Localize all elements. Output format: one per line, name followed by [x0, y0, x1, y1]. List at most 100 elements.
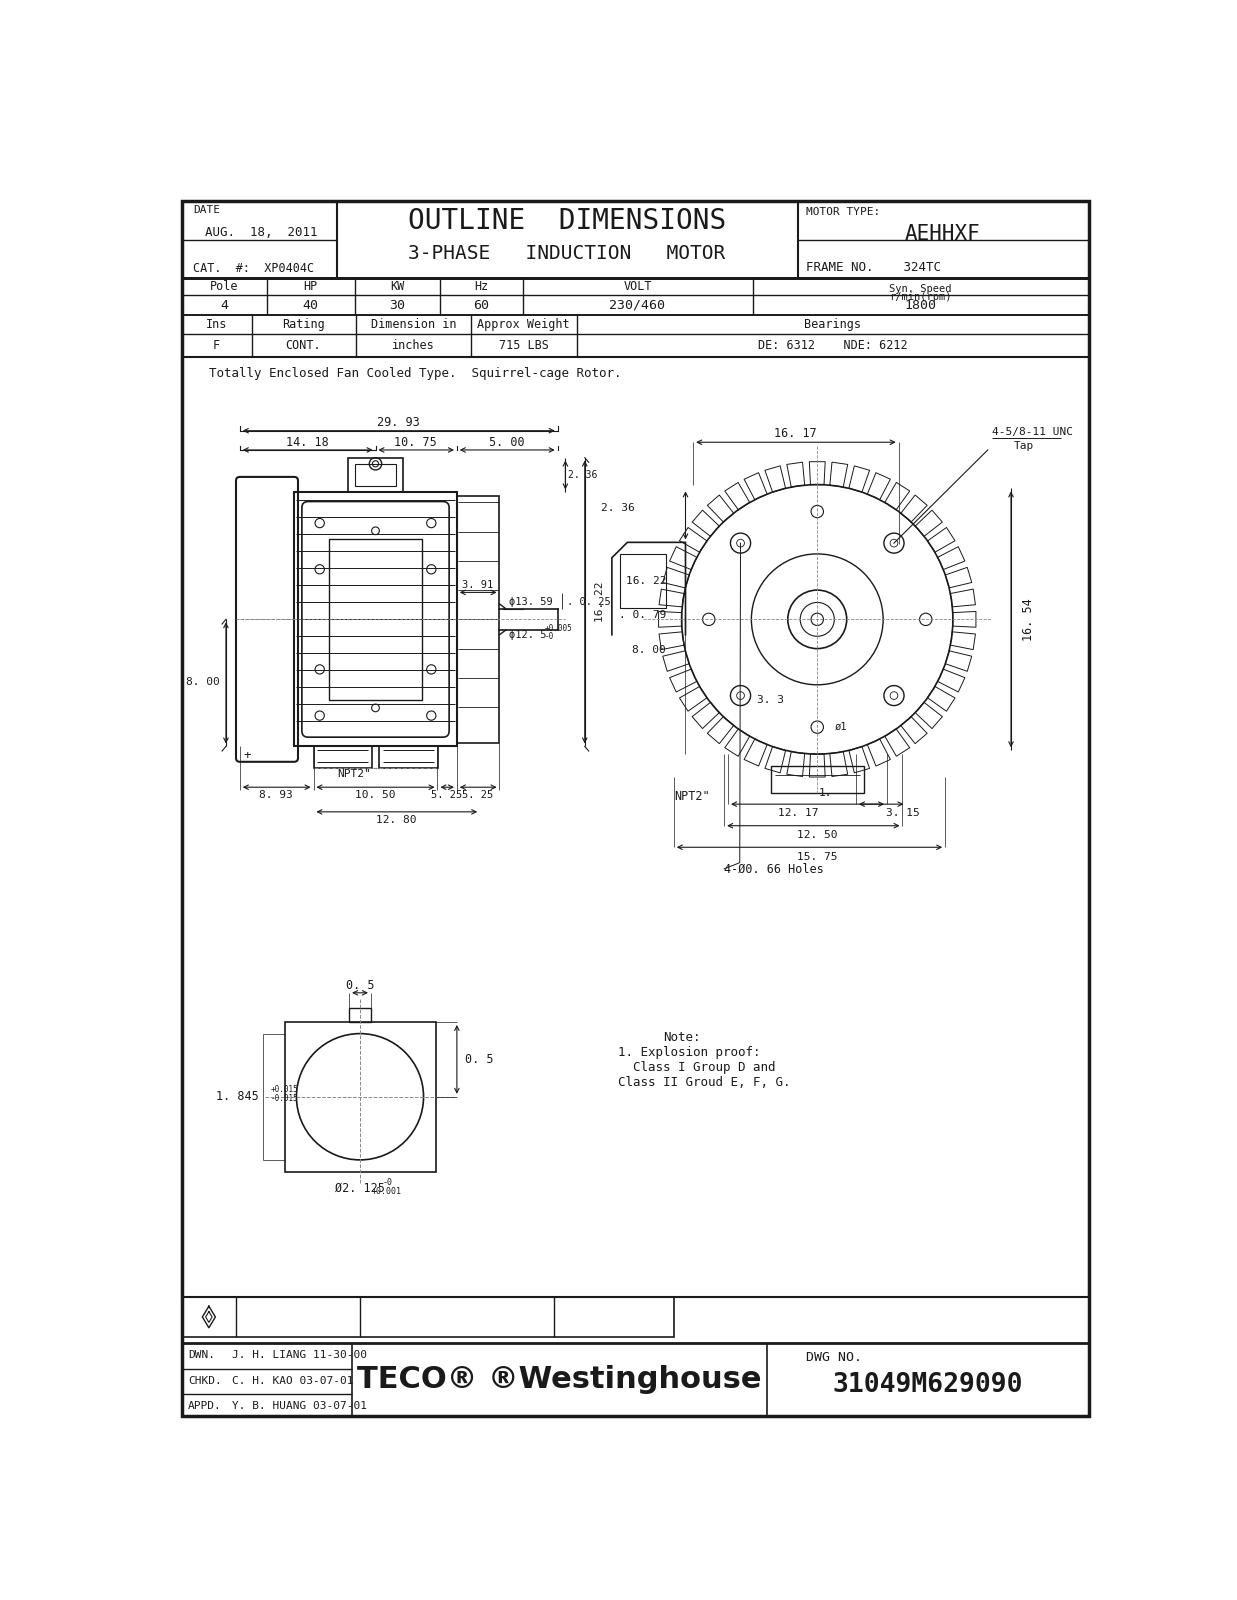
Text: DE: 6312    NDE: 6212: DE: 6312 NDE: 6212 — [758, 339, 908, 352]
Text: inches: inches — [392, 339, 435, 352]
Text: 230/460: 230/460 — [610, 299, 666, 312]
Text: KW: KW — [390, 280, 404, 293]
Text: 16. 22: 16. 22 — [595, 581, 605, 622]
Text: 40: 40 — [302, 299, 318, 312]
Bar — [182, 202, 1089, 278]
Text: 16. 17: 16. 17 — [774, 427, 816, 440]
Bar — [771, 766, 863, 792]
Bar — [355, 464, 396, 486]
Text: Hz: Hz — [474, 280, 489, 293]
Bar — [285, 1022, 435, 1173]
Bar — [349, 1008, 371, 1022]
Text: +0.005: +0.005 — [544, 624, 573, 634]
Text: 10. 75: 10. 75 — [395, 435, 437, 448]
Text: 30: 30 — [390, 299, 406, 312]
Text: CHKD.: CHKD. — [188, 1376, 221, 1386]
Bar — [620, 554, 667, 608]
Text: 15. 75: 15. 75 — [797, 851, 837, 861]
Text: CONT.: CONT. — [286, 339, 322, 352]
Text: +0.001: +0.001 — [372, 1187, 402, 1195]
Bar — [329, 539, 422, 701]
Text: 14. 18: 14. 18 — [286, 435, 329, 448]
Text: Bearings: Bearings — [804, 318, 861, 331]
Text: TECO® ®Westinghouse: TECO® ®Westinghouse — [357, 1365, 762, 1394]
Text: -0: -0 — [382, 1178, 392, 1187]
Text: 12. 50: 12. 50 — [797, 830, 837, 840]
Text: DWG NO.: DWG NO. — [805, 1350, 862, 1363]
Text: OUTLINE  DIMENSIONS: OUTLINE DIMENSIONS — [408, 208, 726, 235]
Text: 16. 22: 16. 22 — [626, 576, 667, 586]
Text: 2. 36: 2. 36 — [568, 469, 597, 480]
Text: Dimension in: Dimension in — [371, 318, 456, 331]
Text: 3-PHASE   INDUCTION   MOTOR: 3-PHASE INDUCTION MOTOR — [408, 245, 726, 262]
Text: Y. B. HUANG 03-07-01: Y. B. HUANG 03-07-01 — [233, 1402, 367, 1411]
Bar — [380, 746, 438, 768]
Text: 12. 17: 12. 17 — [778, 808, 818, 818]
Text: 0. 5: 0. 5 — [465, 1053, 494, 1066]
Text: 8. 93: 8. 93 — [260, 790, 293, 800]
Text: 2. 36: 2. 36 — [601, 502, 635, 512]
Text: r/min(rpm): r/min(rpm) — [889, 293, 951, 302]
Bar — [182, 315, 1089, 357]
Text: Tap: Tap — [1013, 442, 1034, 451]
Text: MOTOR TYPE:: MOTOR TYPE: — [805, 206, 880, 218]
Text: +0.015: +0.015 — [271, 1085, 298, 1093]
Text: 1. 845: 1. 845 — [216, 1090, 260, 1104]
Text: ø1: ø1 — [834, 722, 847, 733]
Bar — [182, 357, 1089, 1298]
Text: -0.015: -0.015 — [271, 1094, 298, 1102]
Text: J. H. LIANG 11-30-00: J. H. LIANG 11-30-00 — [233, 1350, 367, 1360]
Text: 3. 3: 3. 3 — [757, 694, 784, 706]
Bar — [313, 746, 371, 768]
Text: Pole: Pole — [210, 280, 239, 293]
Text: Note:
  1. Explosion proof:
      Class I Group D and
      Class II Groud E, F,: Note: 1. Explosion proof: Class I Group … — [573, 1032, 790, 1090]
Text: 715 LBS: 715 LBS — [499, 339, 548, 352]
Text: 60: 60 — [473, 299, 489, 312]
Text: NPT2": NPT2" — [336, 770, 371, 779]
Text: Rating: Rating — [282, 318, 325, 331]
Text: 1.: 1. — [818, 787, 831, 798]
Text: 16. 54: 16. 54 — [1022, 598, 1034, 640]
Text: ϕ12. 5: ϕ12. 5 — [508, 630, 547, 640]
Text: Ø2. 125: Ø2. 125 — [335, 1182, 385, 1195]
Text: HP: HP — [303, 280, 318, 293]
Text: . 0. 79: . 0. 79 — [618, 611, 667, 621]
Bar — [182, 1298, 674, 1338]
Bar — [349, 458, 402, 493]
Text: . 0. 25: . 0. 25 — [567, 597, 611, 608]
Text: 31049M629090: 31049M629090 — [833, 1373, 1023, 1398]
Text: DATE: DATE — [193, 205, 220, 216]
Text: 0. 5: 0. 5 — [346, 979, 375, 992]
Text: 1800: 1800 — [904, 299, 936, 312]
Text: Syn. Speed: Syn. Speed — [889, 285, 951, 294]
Text: 8. 00: 8. 00 — [186, 677, 220, 688]
Text: Ins: Ins — [205, 318, 228, 331]
Bar — [294, 493, 456, 746]
Text: 5. 25: 5. 25 — [432, 790, 463, 800]
Text: 10. 50: 10. 50 — [355, 790, 396, 800]
Text: 3. 15: 3. 15 — [886, 808, 919, 818]
Text: FRAME NO.    324TC: FRAME NO. 324TC — [805, 261, 940, 274]
Text: C. H. KAO 03-07-01: C. H. KAO 03-07-01 — [233, 1376, 354, 1386]
Text: Approx Weight: Approx Weight — [477, 318, 570, 331]
Text: 3. 91: 3. 91 — [463, 579, 494, 590]
Text: APPD.: APPD. — [188, 1402, 221, 1411]
Bar — [182, 1342, 1089, 1416]
Text: AEHHXF: AEHHXF — [905, 224, 981, 243]
Text: 5. 00: 5. 00 — [490, 435, 524, 448]
Text: F: F — [213, 339, 220, 352]
Text: -0: -0 — [544, 632, 554, 640]
Text: ϕ13. 59: ϕ13. 59 — [508, 597, 553, 608]
Text: AUG.  18,  2011: AUG. 18, 2011 — [205, 226, 318, 238]
Bar — [182, 278, 1089, 315]
Text: Totally Enclosed Fan Cooled Type.  Squirrel-cage Rotor.: Totally Enclosed Fan Cooled Type. Squirr… — [209, 368, 621, 381]
Text: NPT2": NPT2" — [674, 790, 710, 803]
Text: 29. 93: 29. 93 — [377, 416, 421, 429]
Text: 4-5/8-11 UNC: 4-5/8-11 UNC — [992, 427, 1072, 437]
Text: 12. 80: 12. 80 — [376, 814, 417, 824]
Bar — [456, 496, 500, 742]
Text: 8. 00: 8. 00 — [632, 645, 667, 654]
Text: 4-Ø0. 66 Holes: 4-Ø0. 66 Holes — [724, 862, 824, 875]
Text: DWN.: DWN. — [188, 1350, 215, 1360]
Text: 5. 25: 5. 25 — [463, 790, 494, 800]
